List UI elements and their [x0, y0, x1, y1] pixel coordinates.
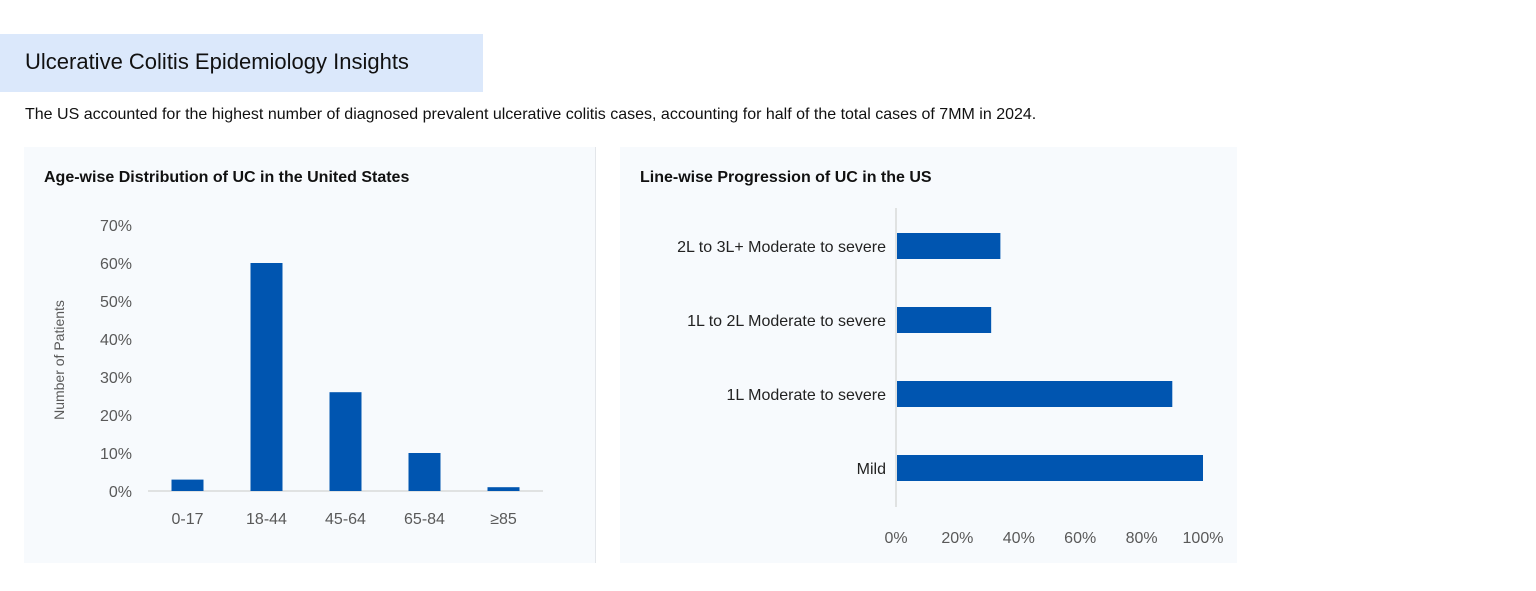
- page-subtitle: The US accounted for the highest number …: [25, 106, 1037, 123]
- age-y-tick-label: 50%: [100, 294, 132, 311]
- age-y-axis-label: Number of Patients: [51, 300, 67, 420]
- age-bar-45-64: [329, 392, 362, 491]
- line-category-label: 2L to 3L+ Moderate to severe: [677, 239, 886, 256]
- age-x-tick-label: 0-17: [171, 511, 203, 528]
- age-bar-65-84: [408, 453, 441, 491]
- age-y-tick-label: 70%: [100, 218, 132, 235]
- age-y-tick-label: 30%: [100, 370, 132, 387]
- age-x-tick-label: 18-44: [246, 511, 287, 528]
- line-x-tick-label: 100%: [1183, 530, 1224, 547]
- age-bar-0-17: [171, 479, 204, 491]
- line-x-tick-label: 40%: [1003, 530, 1035, 547]
- age-bar-18-44: [250, 263, 283, 491]
- age-y-tick-label: 20%: [100, 408, 132, 425]
- line-chart-title: Line-wise Progression of UC in the US: [640, 169, 932, 186]
- line-category-label: Mild: [857, 461, 886, 478]
- line-category-label: 1L to 2L Moderate to severe: [687, 313, 886, 330]
- panel-divider: [595, 147, 596, 563]
- age-x-tick-label: 45-64: [325, 511, 366, 528]
- header-banner: Ulcerative Colitis Epidemiology Insights: [0, 34, 483, 92]
- line-bar-1: [897, 307, 992, 333]
- age-y-tick-label: 40%: [100, 332, 132, 349]
- age-bar-≥85: [487, 487, 520, 491]
- page-title: Ulcerative Colitis Epidemiology Insights: [25, 49, 409, 74]
- age-x-tick-label: ≥85: [490, 511, 517, 528]
- line-bar-3: [897, 455, 1203, 481]
- line-x-tick-label: 20%: [941, 530, 973, 547]
- line-x-tick-label: 80%: [1126, 530, 1158, 547]
- age-y-tick-label: 60%: [100, 256, 132, 273]
- line-chart-panel: Line-wise Progression of UC in the US: [620, 147, 1237, 563]
- line-bar-0: [897, 233, 1001, 259]
- line-bar-2: [897, 381, 1173, 407]
- age-x-tick-label: 65-84: [404, 511, 445, 528]
- line-x-tick-label: 0%: [884, 530, 907, 547]
- age-y-tick-label: 0%: [109, 484, 132, 501]
- line-category-label: 1L Moderate to severe: [727, 387, 887, 404]
- age-y-tick-label: 10%: [100, 446, 132, 463]
- age-chart-title: Age-wise Distribution of UC in the Unite…: [44, 169, 410, 186]
- age-chart-panel: Age-wise Distribution of UC in the Unite…: [24, 147, 595, 563]
- line-x-tick-label: 60%: [1064, 530, 1096, 547]
